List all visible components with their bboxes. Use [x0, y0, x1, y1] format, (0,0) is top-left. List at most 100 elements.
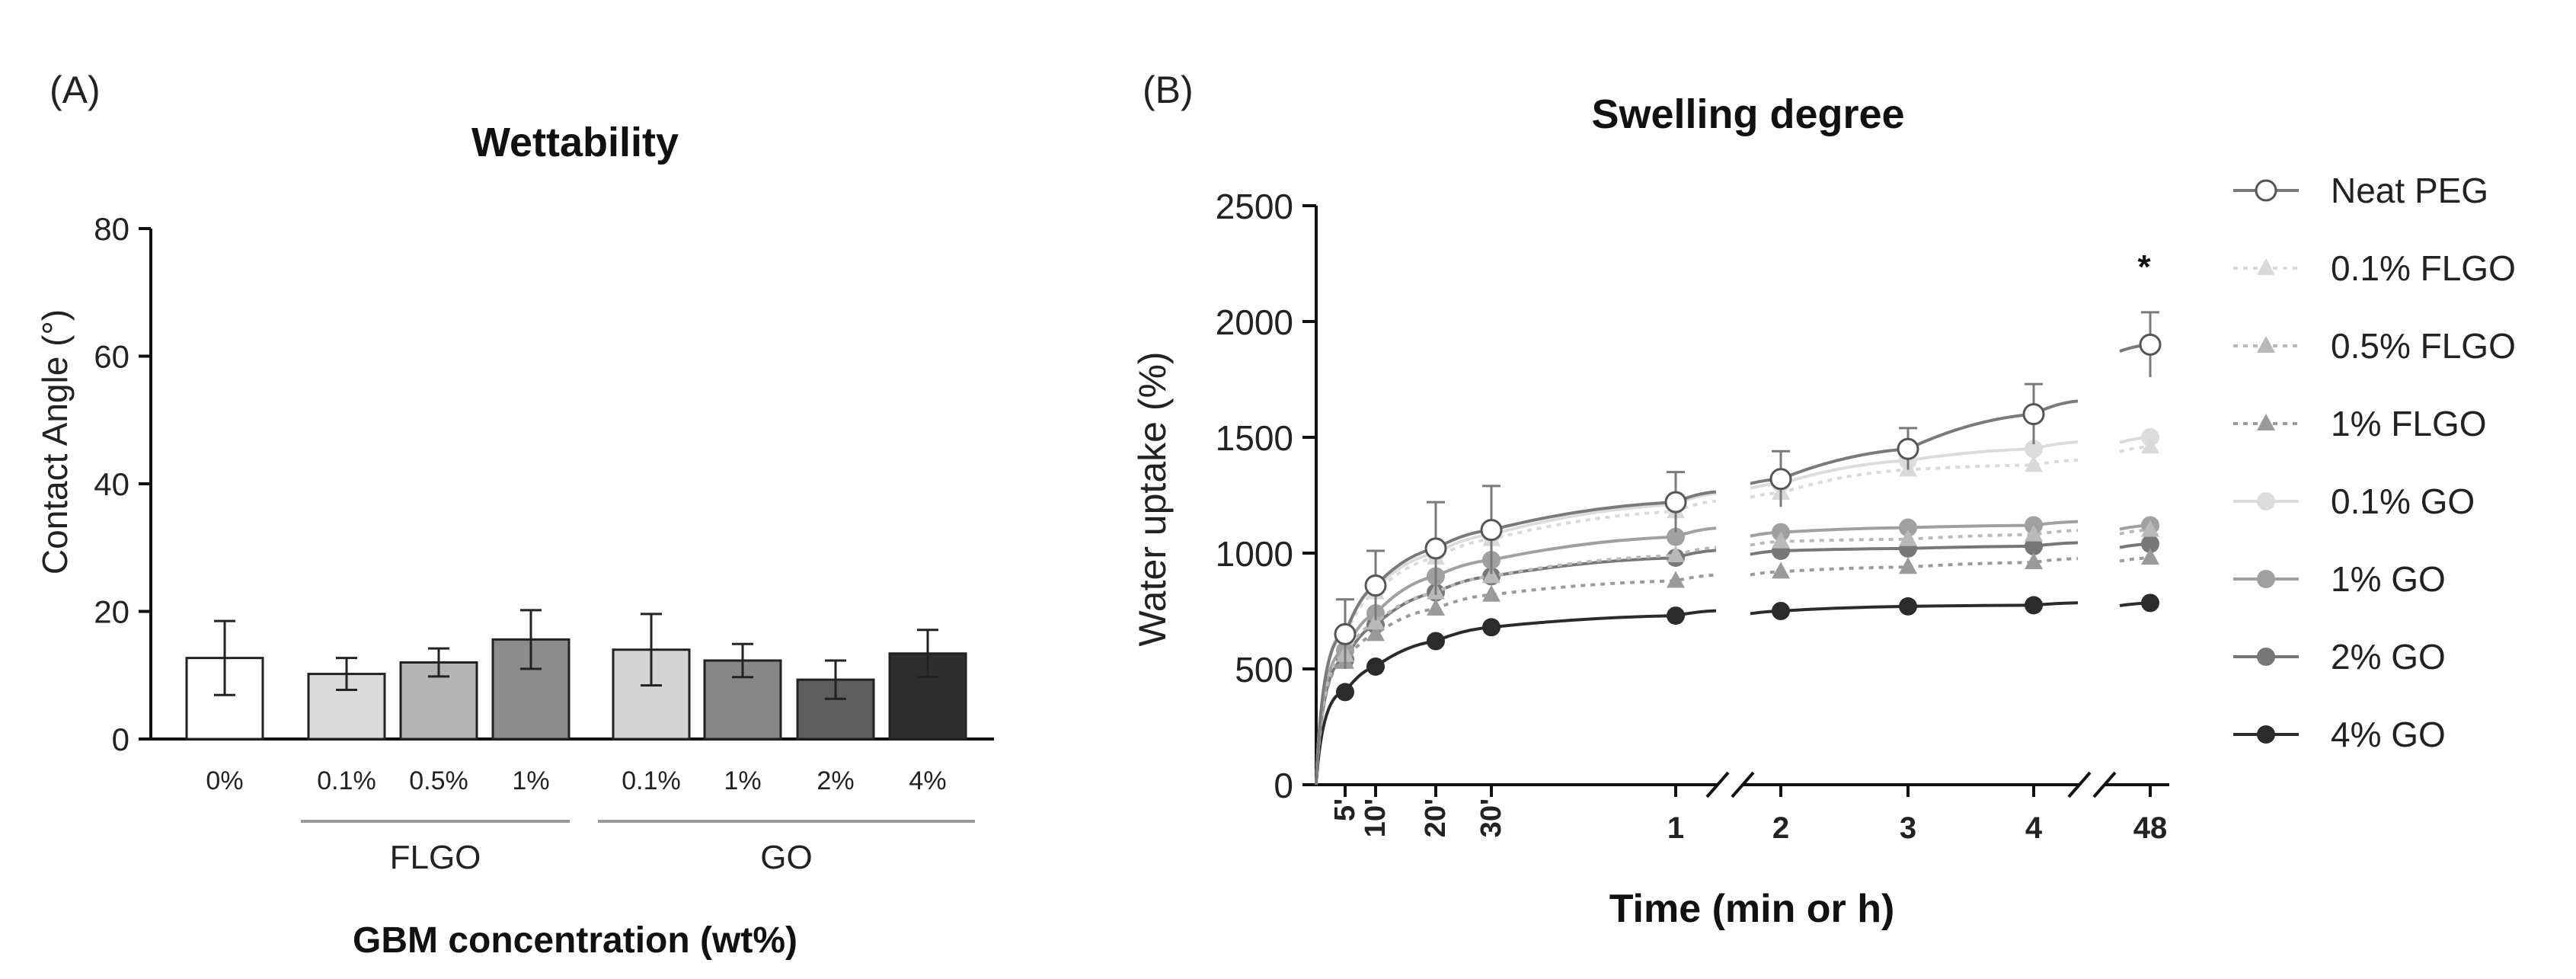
- y-tick-label: 0: [1274, 766, 1293, 805]
- group-label: FLGO: [390, 839, 481, 876]
- data-point: [1366, 624, 1385, 641]
- data-point: [1664, 491, 1687, 513]
- data-point: [1482, 584, 1501, 602]
- data-point: [1427, 598, 1445, 616]
- data-point: [1772, 602, 1790, 620]
- panel-b-label: (B): [1143, 69, 1194, 111]
- legend-marker: [2257, 648, 2275, 666]
- data-point: [1482, 566, 1501, 584]
- legend-marker: [2257, 258, 2275, 275]
- legend-label: 2% GO: [2331, 637, 2446, 677]
- data-point: [1667, 527, 1685, 546]
- x-tick-label: 0.5%: [409, 766, 468, 795]
- legend-marker: [2257, 725, 2275, 744]
- y-tick-label: 60: [94, 339, 129, 375]
- series-line: [2119, 528, 2151, 536]
- data-point: [1334, 622, 1357, 645]
- data-point: [1899, 529, 1917, 546]
- legend-marker: [2255, 179, 2277, 202]
- x-tick-label: 1: [1667, 811, 1684, 845]
- legend-label: 1% GO: [2331, 559, 2446, 599]
- data-point: [2141, 548, 2159, 565]
- data-point: [1480, 519, 1503, 542]
- series-line: [1315, 499, 1717, 785]
- data-point: [2141, 437, 2159, 454]
- y-tick-label: 20: [94, 594, 129, 630]
- x-tick-label: 0.1%: [317, 766, 376, 795]
- axis-break-mark: [2092, 771, 2117, 798]
- data-point: [2025, 440, 2043, 459]
- panel-a-ylabel: Contact Angle (°): [35, 309, 75, 574]
- panel-a-label: (A): [50, 69, 101, 111]
- legend-item: 0.5% FLGO: [2233, 326, 2516, 366]
- panel-b-plot: 0 500 1000 1500 2000 2500 5'10' 20' 30' 1 2 3 4 48: [1216, 187, 2169, 845]
- data-point: [1424, 537, 1447, 560]
- x-tick-label: 48: [2133, 811, 2168, 845]
- axis-break-mark: [1705, 771, 1730, 798]
- group-label: GO: [760, 839, 812, 876]
- panel-b-xlabel: Time (min or h): [1609, 887, 1895, 931]
- data-point: [1667, 571, 1685, 588]
- legend-label: Neat PEG: [2331, 171, 2488, 210]
- legend-item: 4% GO: [2233, 715, 2446, 754]
- data-point: [1427, 632, 1445, 651]
- legend-marker: [2257, 492, 2275, 510]
- x-tick-label: 4: [2025, 811, 2043, 845]
- y-tick-label: 0: [112, 721, 129, 757]
- data-point: [1772, 561, 1790, 579]
- data-point: [2022, 403, 2045, 426]
- data-point: [1667, 545, 1685, 563]
- x-tick-label: 3: [1900, 811, 1916, 845]
- data-point: [1899, 557, 1917, 574]
- legend-label: 1% FLGO: [2331, 404, 2487, 443]
- x-tick-label: 5': [1329, 798, 1361, 821]
- x-tick-label: 1%: [512, 766, 549, 795]
- data-point: [1897, 437, 1919, 460]
- x-tick-label: 0%: [206, 766, 243, 795]
- legend-item: Neat PEG: [2233, 171, 2488, 210]
- panel-b-legend: Neat PEG 0.1% FLGO 0.5% FLGO 1% FLGO 0.1% GO…: [2233, 171, 2516, 754]
- legend-marker: [2257, 336, 2275, 353]
- legend-marker: [2257, 570, 2275, 588]
- panel-a-title: Wettability: [471, 120, 679, 165]
- x-tick-label: 2%: [817, 766, 854, 795]
- y-tick-label: 1500: [1216, 418, 1293, 458]
- data-point: [2025, 455, 2043, 472]
- data-point: [2025, 524, 2043, 542]
- series-line: [2119, 556, 2151, 563]
- series-1% FLGO: [1315, 548, 2159, 785]
- data-point: [2141, 593, 2159, 613]
- data-point: [1366, 657, 1385, 676]
- panel-a-xlabel: GBM concentration (wt%): [353, 920, 797, 961]
- data-point: [2025, 596, 2043, 615]
- x-tick-label: 1%: [724, 766, 761, 795]
- data-point: [2025, 536, 2043, 555]
- x-tick-label: 20': [1420, 798, 1452, 837]
- y-tick-label: 500: [1235, 650, 1293, 689]
- data-point: [1482, 618, 1501, 637]
- data-point: [2025, 552, 2043, 570]
- y-tick-label: 1000: [1216, 534, 1293, 574]
- data-point: [1667, 606, 1685, 625]
- legend-item: 1% GO: [2233, 559, 2446, 599]
- axis-break-mark: [2067, 771, 2092, 798]
- legend-label: 4% GO: [2331, 715, 2446, 754]
- y-tick-label: 40: [94, 466, 129, 502]
- legend-label: 0.1% FLGO: [2331, 248, 2516, 288]
- legend-label: 0.1% GO: [2331, 482, 2475, 521]
- x-tick-label: 0.1%: [622, 766, 681, 795]
- panel-b-title: Swelling degree: [1591, 91, 1904, 137]
- data-point: [1336, 683, 1354, 702]
- panel-a-plot: 0 20 40 60 80 0% 0.1% 0.5% 1% 0.1% 1% 2% 4% FLGO GO: [94, 211, 994, 876]
- panel-b-ylabel: Water uptake (%): [1131, 351, 1174, 646]
- y-tick-label: 80: [94, 211, 129, 247]
- y-tick-label: 2500: [1216, 187, 1293, 226]
- data-point: [2139, 333, 2162, 356]
- legend-item: 1% FLGO: [2233, 404, 2487, 443]
- x-tick-label: 4%: [909, 766, 946, 795]
- data-point: [1769, 468, 1792, 491]
- data-point: [2141, 534, 2159, 553]
- legend-item: 0.1% FLGO: [2233, 248, 2516, 288]
- legend-label: 0.5% FLGO: [2331, 326, 2516, 366]
